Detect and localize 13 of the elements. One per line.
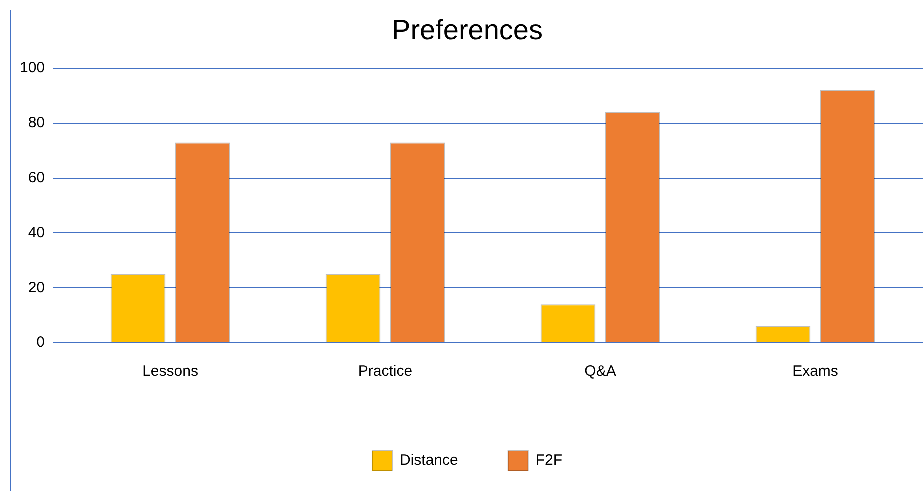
y-tick-label: 80 [28,114,46,132]
y-tick-label: 40 [28,224,46,242]
x-tick-label: Q&A [584,363,616,380]
chart-title: Preferences [392,14,543,46]
x-tick-label: Lessons [142,363,198,380]
x-tick-label: Exams [792,363,838,380]
y-tick-label: 20 [28,279,46,296]
legend-label: F2F [536,452,563,470]
x-tick-label: Practice [358,363,413,380]
legend-label: Distance [400,452,458,470]
y-tick-label: 100 [20,60,46,77]
y-tick-label: 60 [28,170,46,186]
y-tick-label: 0 [36,334,46,352]
